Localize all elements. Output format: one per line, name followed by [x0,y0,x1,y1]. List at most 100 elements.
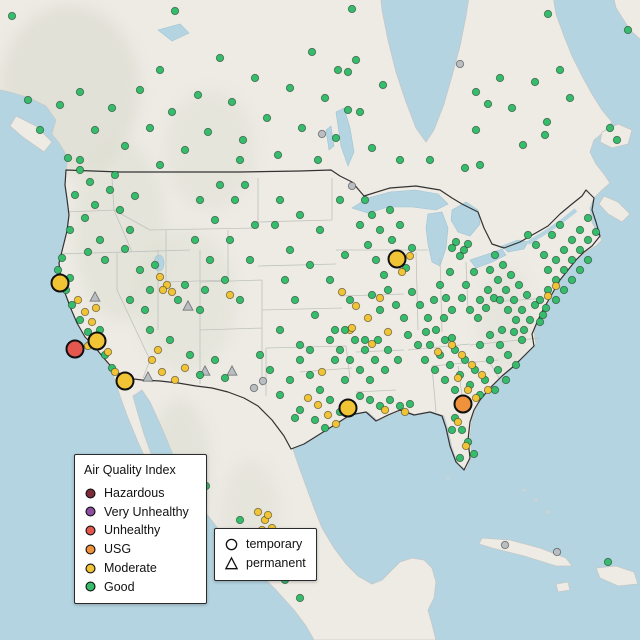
station-marker-moderate[interactable] [447,340,457,350]
station-marker-good[interactable] [295,340,305,350]
station-marker-good[interactable] [471,87,481,97]
station-marker-good[interactable] [445,360,455,370]
station-marker-moderate[interactable] [457,350,467,360]
station-marker-good[interactable] [501,285,511,295]
station-marker-good[interactable] [507,103,517,113]
station-marker-good[interactable] [367,143,377,153]
station-marker-permanent-gray/no-data[interactable] [142,370,154,382]
station-marker-good[interactable] [325,395,335,405]
station-marker-permanent-gray/no-data[interactable] [89,290,101,302]
station-marker-good[interactable] [215,180,225,190]
station-marker-good[interactable] [503,350,513,360]
station-marker-good[interactable] [395,220,405,230]
station-marker-good[interactable] [455,251,465,261]
station-marker-moderate[interactable] [303,393,313,403]
station-marker-good[interactable] [535,317,545,327]
station-marker-good[interactable] [511,360,521,370]
station-marker-good[interactable] [265,365,275,375]
station-marker-moderate[interactable] [351,301,361,311]
station-marker-moderate[interactable] [383,327,393,337]
station-marker-good[interactable] [55,100,65,110]
station-marker-moderate[interactable] [115,371,135,391]
station-marker-good[interactable] [347,4,357,14]
station-marker-moderate[interactable] [87,317,97,327]
station-marker-good[interactable] [420,355,430,365]
station-marker-good[interactable] [539,250,549,260]
station-marker-good[interactable] [547,230,557,240]
station-marker-good[interactable] [370,355,380,365]
station-marker-good[interactable] [107,103,117,113]
station-marker-good[interactable] [373,335,383,345]
station-marker-good[interactable] [567,275,577,285]
station-marker-good[interactable] [501,375,511,385]
station-marker-good[interactable] [493,275,503,285]
station-marker-good[interactable] [385,205,395,215]
station-marker-good[interactable] [447,333,457,343]
station-marker-moderate[interactable] [387,249,407,269]
station-marker-good[interactable] [355,391,365,401]
station-marker-good[interactable] [245,255,255,265]
station-marker-good[interactable] [35,125,45,135]
station-marker-good[interactable] [503,305,513,315]
station-marker-moderate[interactable] [461,441,471,451]
station-marker-moderate[interactable] [453,373,463,383]
station-marker-good[interactable] [483,99,493,109]
station-marker-good[interactable] [455,453,465,463]
station-marker-good[interactable] [540,130,550,140]
station-marker-moderate[interactable] [380,405,390,415]
station-marker-good[interactable] [295,405,305,415]
station-marker-good[interactable] [310,415,320,425]
station-marker-good[interactable] [485,265,495,275]
station-marker-good[interactable] [167,107,177,117]
station-marker-moderate[interactable] [543,291,553,301]
station-marker-good[interactable] [145,285,155,295]
station-marker-moderate[interactable] [477,370,487,380]
station-marker-good[interactable] [270,220,280,230]
station-marker-moderate[interactable] [263,510,273,520]
station-marker-good[interactable] [238,135,248,145]
station-marker-good[interactable] [345,295,355,305]
station-marker-good[interactable] [140,305,150,315]
station-marker-good[interactable] [379,270,389,280]
station-marker-good[interactable] [340,250,350,260]
station-marker-good[interactable] [215,53,225,63]
station-marker-good[interactable] [355,365,365,375]
station-marker-good[interactable] [387,235,397,245]
station-marker-good[interactable] [325,335,335,345]
station-marker-good[interactable] [275,325,285,335]
station-marker-good[interactable] [517,335,527,345]
station-marker-gray/no-data[interactable] [455,59,465,69]
station-marker-good[interactable] [100,255,110,265]
station-marker-good[interactable] [460,163,470,173]
station-marker-moderate[interactable] [471,393,481,403]
station-marker-good[interactable] [365,395,375,405]
station-marker-good[interactable] [425,340,435,350]
station-marker-good[interactable] [567,255,577,265]
station-marker-good[interactable] [551,255,561,265]
station-marker-good[interactable] [320,93,330,103]
station-marker-good[interactable] [447,305,457,315]
station-marker-good[interactable] [343,67,353,77]
station-marker-good[interactable] [305,345,315,355]
station-marker-good[interactable] [551,295,561,305]
station-marker-good[interactable] [70,190,80,200]
station-marker-good[interactable] [155,160,165,170]
station-marker-moderate[interactable] [331,419,341,429]
station-marker-good[interactable] [475,295,485,305]
station-marker-good[interactable] [511,315,521,325]
station-marker-moderate[interactable] [91,303,101,313]
station-marker-good[interactable] [310,310,320,320]
station-marker-good[interactable] [450,385,460,395]
station-marker-good[interactable] [461,280,471,290]
station-marker-good[interactable] [483,285,493,295]
station-marker-moderate[interactable] [50,273,70,293]
station-marker-good[interactable] [523,230,533,240]
station-marker-good[interactable] [378,80,388,90]
station-marker-good[interactable] [290,413,300,423]
station-marker-good[interactable] [195,195,205,205]
station-marker-good[interactable] [195,370,205,380]
station-marker-good[interactable] [75,315,85,325]
station-marker-good[interactable] [195,305,205,315]
station-marker-good[interactable] [350,335,360,345]
station-marker-good[interactable] [583,213,593,223]
